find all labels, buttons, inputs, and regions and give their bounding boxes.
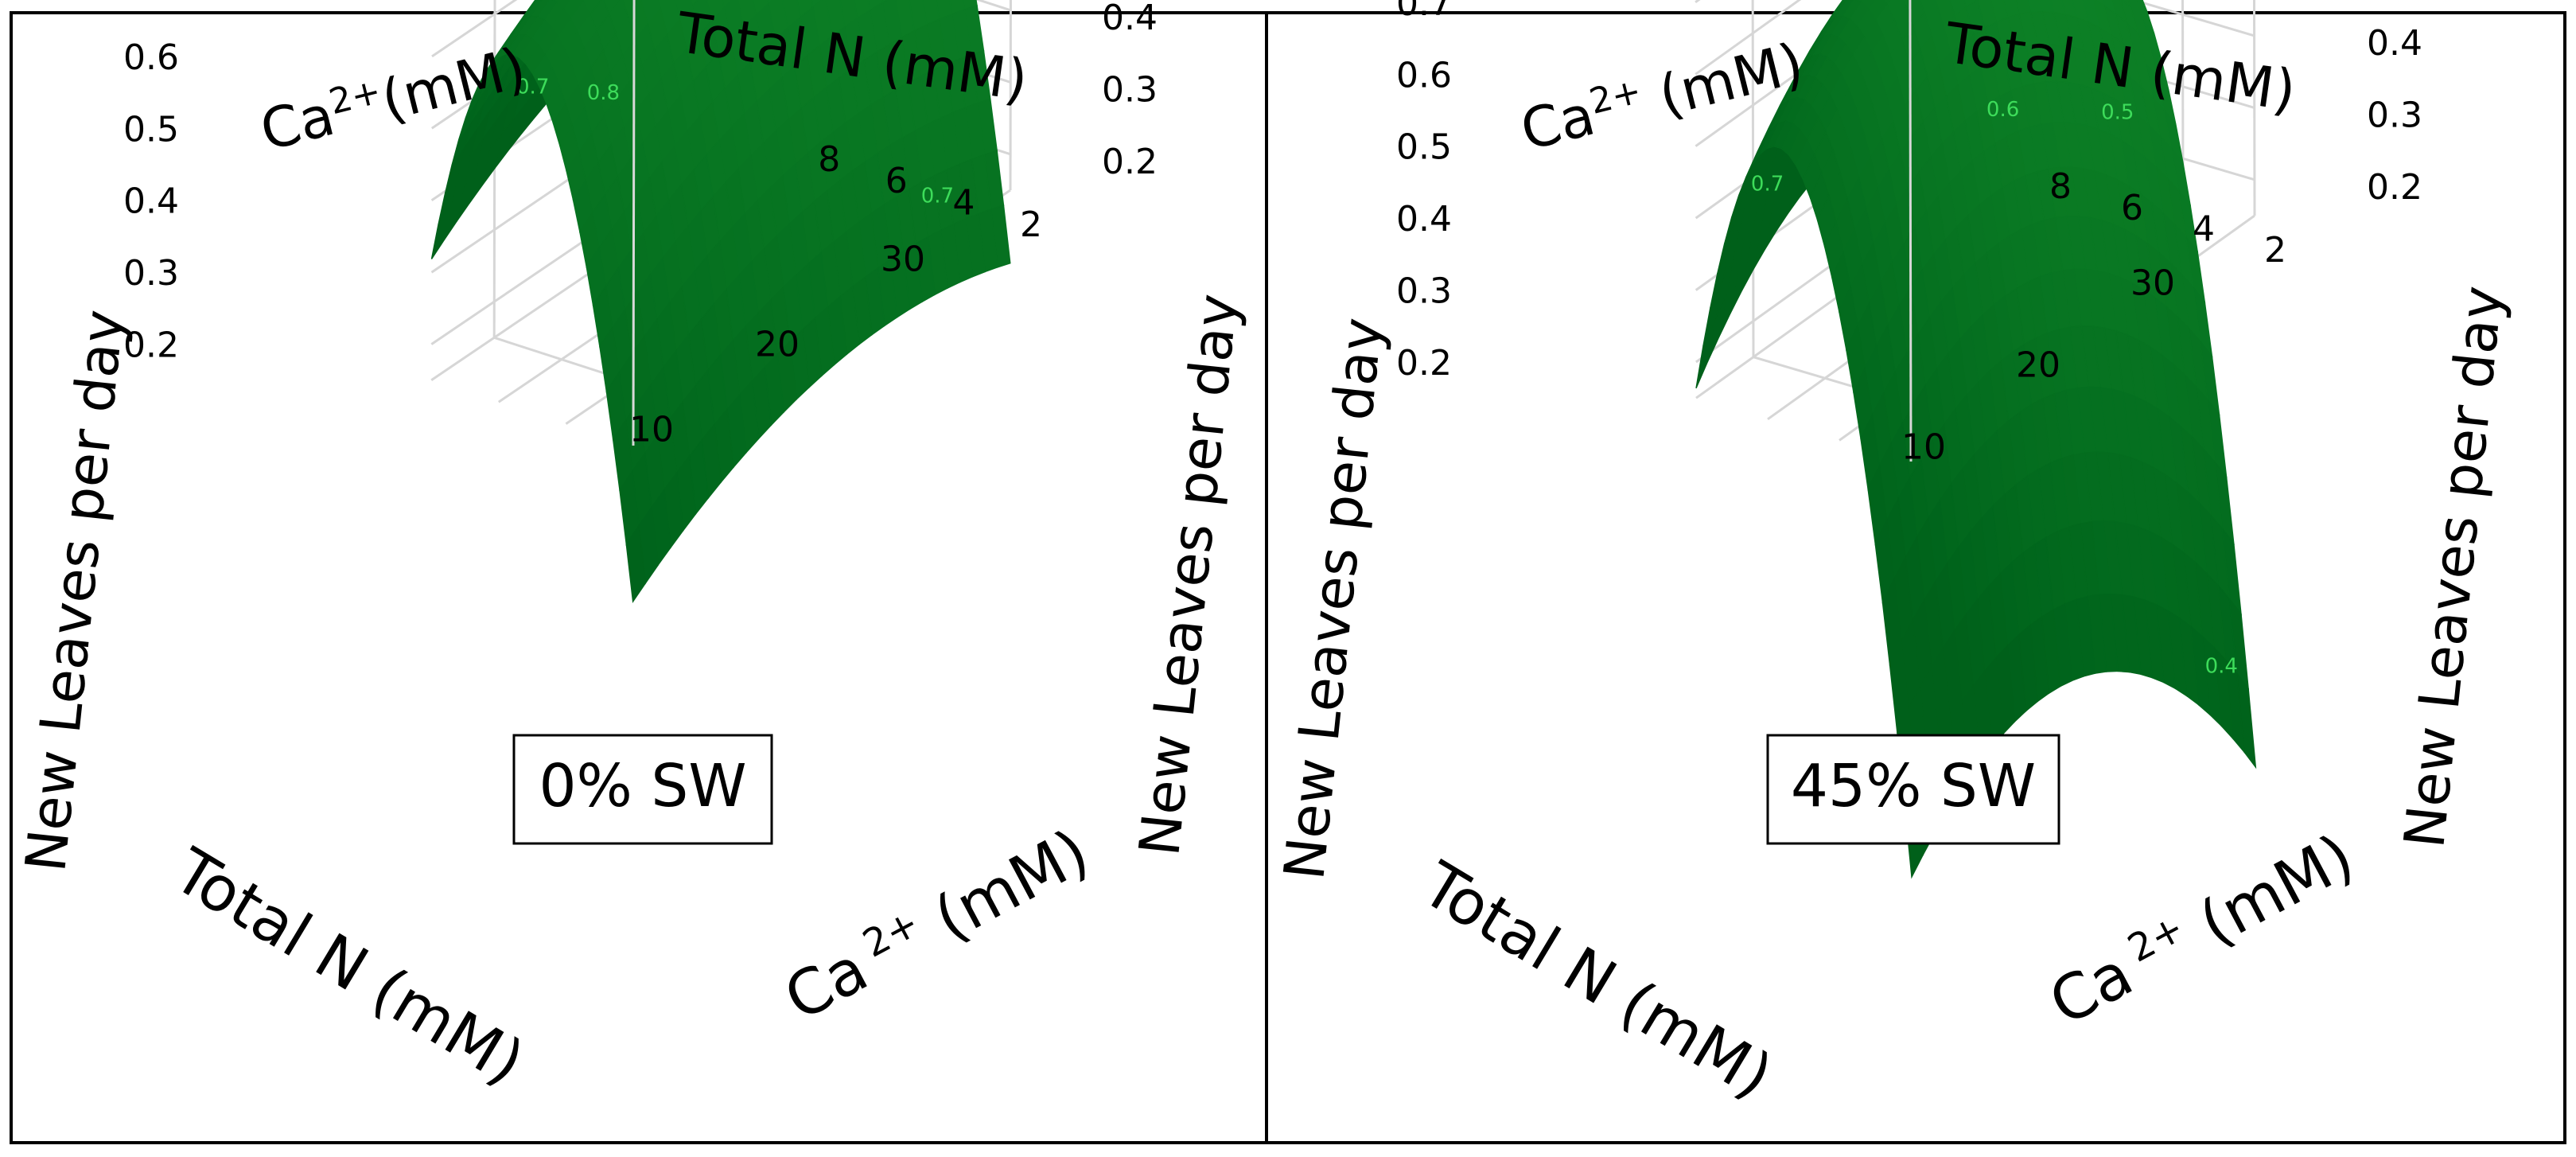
contour-label: 0.7 bbox=[516, 76, 549, 99]
panel-label: 0% SW bbox=[539, 752, 746, 820]
z-tick-label-left: 0.4 bbox=[1396, 199, 1452, 240]
z-tick-label-left: 0.2 bbox=[1396, 343, 1452, 384]
ca-tick-label-front: 4 bbox=[952, 183, 975, 224]
z-tick-label-left: 0.7 bbox=[123, 0, 179, 6]
contour-label: 0.6 bbox=[1986, 98, 2019, 122]
ca-tick-label-front: 8 bbox=[2049, 166, 2072, 207]
z-tick-label-right: 0.4 bbox=[1102, 0, 1158, 38]
ca-tick-label-front: 4 bbox=[2193, 208, 2215, 249]
grid-line bbox=[2252, 0, 2256, 216]
tick-labels: 0.20.30.40.50.60.70.80.20.30.40.50.60.70… bbox=[1396, 0, 2422, 468]
z-tick-label-left: 0.5 bbox=[123, 109, 179, 150]
ca-tick-label-front: 6 bbox=[885, 161, 908, 201]
z-tick-label-right: 0.2 bbox=[2367, 167, 2422, 208]
z-tick-label-right: 0.3 bbox=[1102, 69, 1158, 110]
surface-facet bbox=[1883, 0, 1893, 6]
n-tick-label-front: 30 bbox=[2130, 263, 2175, 304]
front-box-lines bbox=[1909, 0, 1913, 462]
z-tick-label-right: 0.4 bbox=[2367, 23, 2422, 64]
z-tick-label-left: 0.5 bbox=[1396, 127, 1452, 168]
contour-label: 0.4 bbox=[2205, 654, 2238, 678]
front-edge bbox=[1909, 0, 1913, 462]
n-tick-label-front: 10 bbox=[1901, 427, 1946, 468]
ca-tick-label-front: 2 bbox=[2264, 230, 2286, 271]
z-tick-label-left: 0.3 bbox=[1396, 271, 1452, 312]
contour-label: 0.5 bbox=[2101, 101, 2134, 125]
contour-label: 0.8 bbox=[587, 81, 620, 105]
z-tick-label-left: 0.6 bbox=[1396, 55, 1452, 95]
contour-label: 0.7 bbox=[1751, 173, 1784, 197]
surface-facet bbox=[625, 524, 647, 603]
z-tick-label-left: 0.4 bbox=[123, 181, 179, 222]
grid-line bbox=[1009, 0, 1012, 191]
contour-label: 0.7 bbox=[921, 185, 954, 208]
panel-label-box bbox=[512, 734, 773, 845]
front-box-lines bbox=[632, 0, 636, 446]
z-tick-label-right: 0.2 bbox=[1102, 142, 1158, 182]
z-tick-label-left: 0.6 bbox=[123, 37, 179, 78]
response-surface bbox=[430, 0, 1011, 603]
grid-line bbox=[2129, 0, 2255, 37]
contour-lines: 0.4 0.5 0.6 0.7 bbox=[1751, 98, 2238, 678]
z-tick-label-left: 0.7 bbox=[1396, 0, 1452, 24]
n-tick-label-front: 20 bbox=[2016, 345, 2060, 386]
front-edge bbox=[632, 0, 636, 446]
grid-line bbox=[2181, 0, 2185, 195]
panel-label: 45% SW bbox=[1791, 752, 2036, 820]
n-tick-label-front: 20 bbox=[755, 325, 800, 365]
response-surface bbox=[1695, 0, 2257, 879]
tick-labels: 0.20.30.40.50.60.70.80.20.30.40.50.60.70… bbox=[123, 0, 1158, 450]
ca-tick-label-front: 6 bbox=[2121, 188, 2143, 228]
z-tick-label-left: 0.2 bbox=[123, 325, 179, 366]
ca-tick-label-front: 8 bbox=[818, 139, 840, 180]
z-tick-label-right: 0.3 bbox=[2367, 95, 2422, 135]
n-tick-label-front: 10 bbox=[629, 410, 674, 450]
contour-lines: 0.8 0.7 0.7 bbox=[516, 76, 954, 208]
ca-tick-label-front: 2 bbox=[1020, 205, 1042, 245]
n-tick-label-front: 30 bbox=[881, 240, 925, 280]
z-tick-label-left: 0.3 bbox=[123, 253, 179, 294]
panel-label-box bbox=[1766, 734, 2060, 845]
